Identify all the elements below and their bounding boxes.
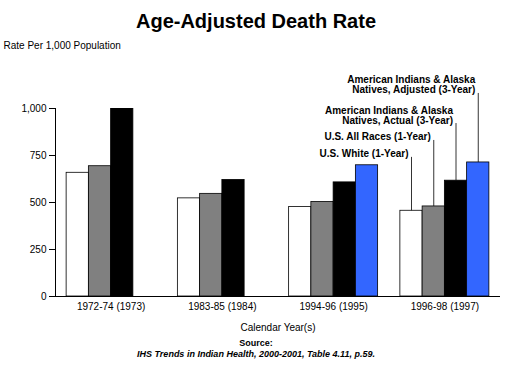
svg-text:Rate Per 1,000 Population: Rate Per 1,000 Population	[4, 40, 121, 51]
html-text:Age-Adjusted Death Rate: Age-Adjusted Death Rate	[136, 10, 376, 32]
html-text:IHS Trends in Indian Health, 2: IHS Trends in Indian Health, 2000-2001, …	[137, 349, 375, 359]
svg-text:1972-74 (1973): 1972-74 (1973)	[77, 301, 145, 312]
svg-text:0: 0	[41, 291, 47, 302]
svg-text:U.S. White (1-Year): U.S. White (1-Year)	[320, 148, 409, 159]
svg-text:Calendar Year(s): Calendar Year(s)	[240, 322, 315, 333]
svg-text:U.S. All Races (1-Year): U.S. All Races (1-Year)	[324, 131, 430, 142]
svg-text:1983-85 (1984): 1983-85 (1984)	[188, 301, 256, 312]
svg-text:American Indians & AlaskaNativ: American Indians & AlaskaNatives, Adjust…	[347, 74, 475, 95]
html-text:Source:: Source:	[239, 338, 273, 348]
svg-text:250: 250	[30, 244, 47, 255]
svg-text:1,000: 1,000	[21, 103, 46, 114]
svg-text:500: 500	[30, 197, 47, 208]
svg-text:1996-98 (1997): 1996-98 (1997)	[411, 301, 479, 312]
svg-text:750: 750	[30, 150, 47, 161]
svg-text:American Indians & AlaskaNativ: American Indians & AlaskaNatives, Actual…	[325, 105, 453, 126]
svg-text:1994-96 (1995): 1994-96 (1995)	[299, 301, 367, 312]
